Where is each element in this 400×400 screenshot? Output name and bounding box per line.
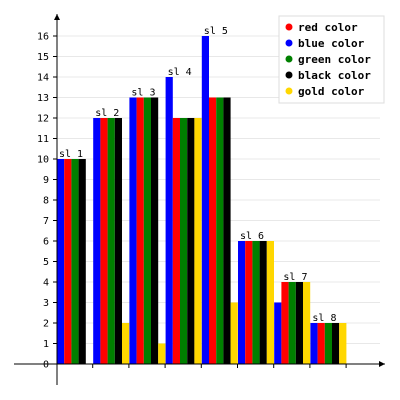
bar <box>64 159 71 364</box>
bar <box>296 282 303 364</box>
y-tick-label: 0 <box>43 360 49 371</box>
bar <box>194 118 201 364</box>
bar <box>108 118 115 364</box>
y-tick-label: 16 <box>37 32 49 43</box>
legend-item-label: red color <box>298 21 358 34</box>
bar <box>100 118 107 364</box>
y-tick-label: 5 <box>43 257 49 268</box>
y-tick-label: 4 <box>43 278 49 289</box>
x-axis-arrow <box>379 361 385 367</box>
bar <box>158 344 165 365</box>
bar <box>115 118 122 364</box>
legend-item-label: gold color <box>298 85 365 98</box>
category-label: sl 3 <box>131 88 155 99</box>
y-tick-label: 1 <box>43 339 49 350</box>
y-tick-label: 9 <box>43 175 49 186</box>
y-tick-label: 8 <box>43 196 49 207</box>
legend-swatch <box>286 24 293 31</box>
bar <box>180 118 187 364</box>
bar <box>71 159 78 364</box>
y-tick-label: 12 <box>37 114 49 125</box>
bar <box>209 98 216 365</box>
category-label: sl 6 <box>240 231 264 242</box>
y-tick-label: 13 <box>37 93 49 104</box>
bar <box>166 77 173 364</box>
category-label: sl 7 <box>283 272 307 283</box>
y-tick-label: 15 <box>37 52 49 63</box>
bar <box>93 118 100 364</box>
legend-swatch <box>286 40 293 47</box>
bar <box>303 282 310 364</box>
bar <box>245 241 252 364</box>
bar <box>318 323 325 364</box>
category-label: sl 4 <box>168 67 192 78</box>
bar <box>129 98 136 365</box>
legend: red color blue color green color black colo… <box>279 16 384 103</box>
category-label: sl 1 <box>59 149 83 160</box>
bar <box>216 98 223 365</box>
legend-item-label: green color <box>298 53 371 66</box>
y-tick-label: 3 <box>43 298 49 309</box>
bar <box>339 323 346 364</box>
bar <box>260 241 267 364</box>
bar <box>310 323 317 364</box>
bar <box>289 282 296 364</box>
bar <box>151 98 158 365</box>
y-tick-label: 10 <box>37 155 49 166</box>
bar <box>231 303 238 365</box>
bar <box>57 159 64 364</box>
bar <box>137 98 144 365</box>
bar <box>144 98 151 365</box>
y-tick-label: 7 <box>43 216 49 227</box>
bar <box>223 98 230 365</box>
y-tick-label: 6 <box>43 237 49 248</box>
legend-swatch <box>286 88 293 95</box>
category-label: sl 5 <box>204 26 228 37</box>
bar <box>332 323 339 364</box>
bar <box>281 282 288 364</box>
y-tick-label: 14 <box>37 73 49 84</box>
bar <box>325 323 332 364</box>
bar <box>173 118 180 364</box>
bar <box>202 36 209 364</box>
category-label: sl 8 <box>312 313 336 324</box>
bar <box>187 118 194 364</box>
y-tick-label: 11 <box>37 134 49 145</box>
bar <box>267 241 274 364</box>
bar <box>252 241 259 364</box>
bar <box>238 241 245 364</box>
bar <box>122 323 129 364</box>
legend-swatch <box>286 56 293 63</box>
legend-item-label: black color <box>298 69 371 82</box>
category-label: sl 2 <box>95 108 119 119</box>
legend-item-label: blue color <box>298 37 365 50</box>
y-tick-label: 2 <box>43 319 49 330</box>
bar <box>274 303 281 365</box>
legend-swatch <box>286 72 293 79</box>
bar <box>79 159 86 364</box>
y-axis-arrow <box>54 14 60 20</box>
